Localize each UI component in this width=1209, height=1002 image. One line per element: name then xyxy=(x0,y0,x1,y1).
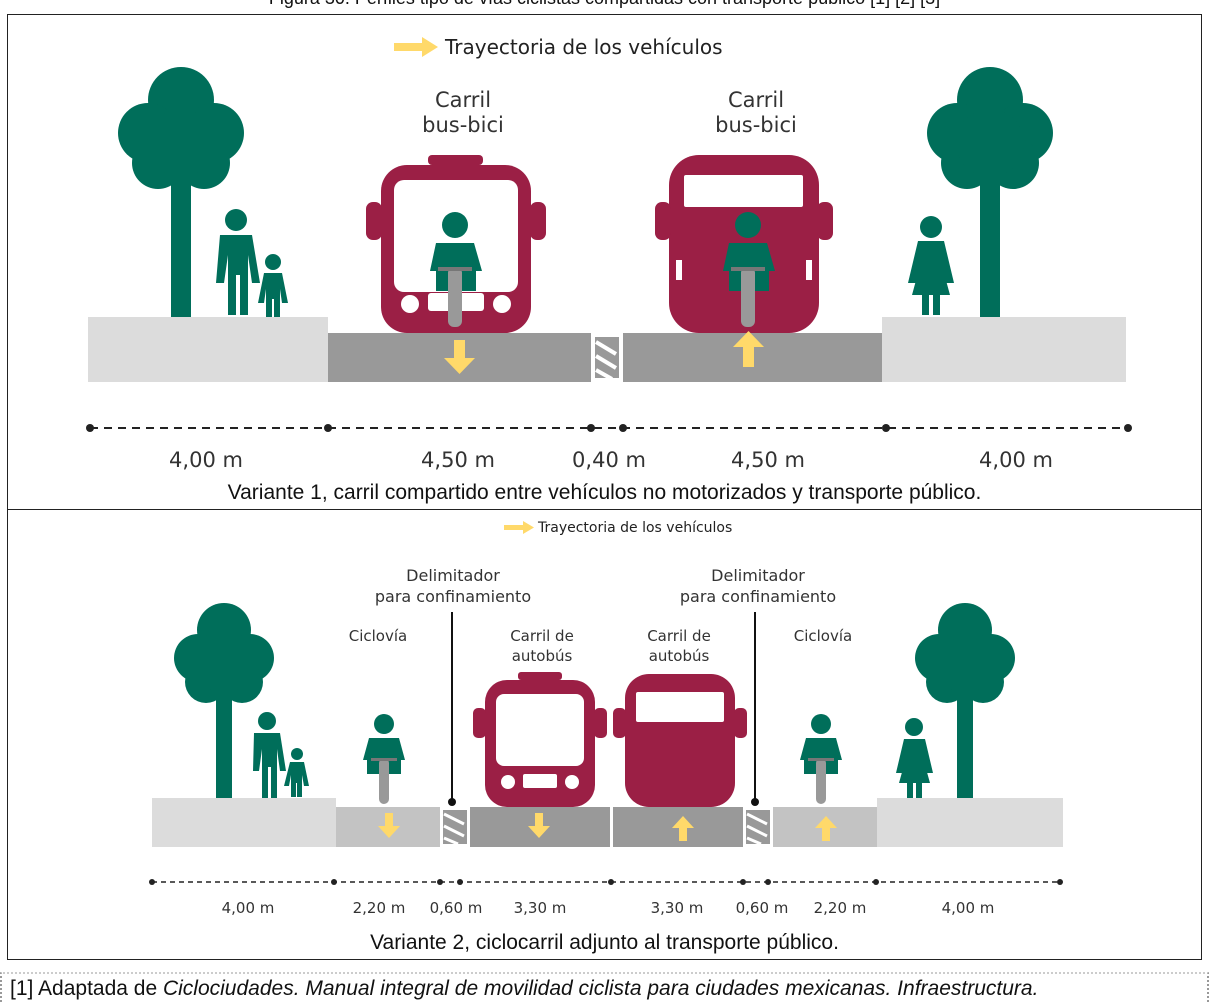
pedestrian-icon xyxy=(896,718,933,799)
sidewalk-left xyxy=(152,798,336,847)
lane-label-left-1: Carril xyxy=(435,88,491,112)
dimension-line xyxy=(86,424,1132,432)
bus-lane-label-left-2: autobús xyxy=(512,647,573,665)
footnote-title: Ciclociudades. Manual integral de movili… xyxy=(162,977,1039,1000)
pedestrian-icon xyxy=(908,216,954,315)
dimension-label: 2,20 m xyxy=(814,899,867,917)
arrow-down-icon xyxy=(528,813,550,838)
lane-divider xyxy=(591,333,623,382)
bus-lane-label-left-1: Carril de xyxy=(510,627,574,645)
sidewalk-right xyxy=(877,798,1063,847)
dimension-label: 4,50 m xyxy=(731,448,805,472)
adult-child-pedestrian-icon xyxy=(216,209,288,317)
variant-2-panel: Trayectoria de los vehículos Delimitador… xyxy=(7,509,1202,960)
arrow-down-icon xyxy=(444,340,475,374)
cyclist-icon xyxy=(800,714,842,804)
lane-label-right-1: Carril xyxy=(728,88,784,112)
dimension-label: 4,00 m xyxy=(979,448,1053,472)
tree-icon xyxy=(927,67,1053,318)
legend-label: Trayectoria de los vehículos xyxy=(537,520,732,536)
variant-2-diagram: Trayectoria de los vehículos Delimitador… xyxy=(149,520,1063,917)
bus-lane-label-right-1: Carril de xyxy=(647,627,711,645)
tree-icon xyxy=(174,603,274,800)
adult-child-pedestrian-icon xyxy=(253,712,309,799)
variant-2-caption: Variante 2, ciclocarril adjunto al trans… xyxy=(370,931,839,954)
tree-icon xyxy=(915,603,1015,800)
dimension-label: 0,60 m xyxy=(736,899,789,917)
bus-lane-label-right-2: autobús xyxy=(649,647,710,665)
buffer-right xyxy=(743,807,773,847)
variant-1-caption: Variante 1, carril compartido entre vehí… xyxy=(227,481,982,504)
delimiter-marker-left xyxy=(448,798,456,806)
delimiter-label-right-2: para confinamiento xyxy=(680,587,836,606)
lane-label-right-2: bus-bici xyxy=(715,113,797,137)
arrow-up-icon xyxy=(672,816,694,841)
center-line xyxy=(610,807,613,847)
dimension-label: 4,00 m xyxy=(169,448,243,472)
dimension-label: 4,00 m xyxy=(222,899,275,917)
footnote-prefix: [1] Adaptada de xyxy=(10,977,163,1000)
arrow-down-icon xyxy=(378,813,400,838)
variant-1-diagram: Trayectoria de los vehículos Carril bus-… xyxy=(86,35,1132,472)
lane-label-left-2: bus-bici xyxy=(422,113,504,137)
dimension-label: 0,40 m xyxy=(572,448,646,472)
legend-label: Trayectoria de los vehículos xyxy=(444,35,723,59)
arrow-up-icon xyxy=(815,816,837,841)
dimension-label: 2,20 m xyxy=(353,899,406,917)
dimension-line xyxy=(149,879,1063,885)
dimension-label: 4,50 m xyxy=(421,448,495,472)
legend-arrow-icon xyxy=(394,37,438,57)
variant-1-panel: Trayectoria de los vehículos Carril bus-… xyxy=(7,14,1202,510)
tree-icon xyxy=(118,67,244,318)
delimiter-marker-right xyxy=(751,798,759,806)
dimension-label: 0,60 m xyxy=(430,899,483,917)
sidewalk-left xyxy=(88,317,328,382)
cyclist-icon xyxy=(723,212,775,327)
cyclist-icon xyxy=(430,212,482,327)
ciclovia-label-right: Ciclovía xyxy=(794,627,852,645)
dimension-label: 3,30 m xyxy=(651,899,704,917)
legend-arrow-icon xyxy=(504,521,534,534)
bus-icon xyxy=(613,674,747,807)
delimiter-label-left-1: Delimitador xyxy=(406,566,500,585)
dimension-label: 3,30 m xyxy=(514,899,567,917)
delimiter-label-right-1: Delimitador xyxy=(711,566,805,585)
footnote: [1] Adaptada de Ciclociudades. Manual in… xyxy=(0,972,1209,1002)
cyclist-icon xyxy=(363,714,405,804)
buffer-left xyxy=(440,807,470,847)
figure-caption: Figura 30. Perfiles tipo de vías ciclist… xyxy=(0,0,1209,9)
ciclovia-label-left: Ciclovía xyxy=(349,627,407,645)
bus-icon xyxy=(473,672,607,807)
arrow-up-icon xyxy=(733,331,764,367)
sidewalk-right xyxy=(882,317,1126,382)
dimension-label: 4,00 m xyxy=(942,899,995,917)
delimiter-label-left-2: para confinamiento xyxy=(375,587,531,606)
